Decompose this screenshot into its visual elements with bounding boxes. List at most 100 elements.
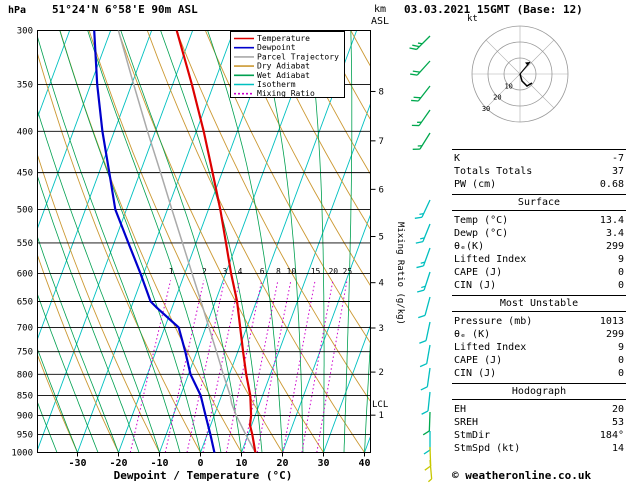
stats-table: K -7 Totals Totals 37 PW (cm) 0.68 Surface Temp… [452, 147, 626, 455]
stat-label: K [454, 153, 461, 164]
pressure-tick-label: 600 [17, 269, 33, 279]
dewpoint-curve [93, 30, 216, 453]
stat-value: 37 [611, 166, 624, 177]
dry-adiabat-line [234, 30, 371, 287]
hodograph-spoke [485, 73, 521, 109]
isotherm-line [282, 213, 371, 453]
copyright: © weatheronline.co.uk [452, 469, 592, 482]
wind-barb-feather [418, 314, 426, 319]
wind-barb-feather [411, 124, 420, 127]
table-row: CAPE (J) 0 [452, 266, 626, 279]
hodograph-unit-label: kt [467, 14, 478, 24]
pressure-tick-label: 650 [17, 298, 33, 308]
wind-barb [427, 459, 433, 483]
wet-adiabat-line [364, 332, 371, 453]
legend-label: Parcel Trajectory [257, 52, 339, 61]
stat-value: 299 [605, 329, 624, 340]
divider [452, 149, 626, 150]
wind-barb-staff [422, 223, 431, 242]
wet-adiabat-line [37, 35, 181, 453]
sounding-curves [93, 30, 257, 453]
wind-barb [419, 321, 431, 344]
datetime-title: 03.03.2021 15GMT (Base: 12) [404, 3, 583, 16]
mixing-ratio-axis-label: Mixing Ratio (g/kg) [395, 222, 405, 325]
table-row: Temp (°C) 13.4 [452, 214, 626, 227]
wind-barb-column [409, 35, 433, 483]
pressure-tick-label: 750 [17, 348, 33, 358]
km-tick-label: 1 [379, 411, 384, 421]
section-header: Hodograph [452, 383, 626, 400]
stat-label: SREH [454, 417, 479, 428]
pressure-tick-label: 950 [17, 431, 33, 441]
stat-value: -7 [611, 153, 624, 164]
table-row: Lifted Index 9 [452, 341, 626, 354]
wind-barb [414, 199, 431, 219]
stat-value: 13.4 [599, 215, 624, 226]
wind-barb [419, 344, 431, 368]
mixing-ratio-value: 20 [328, 267, 338, 276]
stat-value: 299 [605, 241, 624, 252]
wind-barb [411, 109, 431, 127]
stat-value: 53 [611, 417, 624, 428]
mixing-ratio-value: 2 [202, 267, 207, 276]
isotherm-line [37, 30, 153, 341]
lcl-label: LCL [372, 400, 388, 410]
isotherm-line [37, 30, 112, 230]
stat-value: 0.68 [599, 179, 624, 190]
wind-barb-feather [422, 430, 430, 436]
isotherm-line [37, 30, 71, 119]
temp-tick-label: -30 [68, 458, 86, 469]
km-axis-label: km [374, 4, 386, 15]
wind-barb-feather [419, 363, 427, 368]
wet-adiabat-line [37, 401, 58, 453]
wind-barb-half-feather [417, 42, 423, 45]
wind-barb-staff [428, 411, 431, 432]
mixing-ratio-value: 10 [287, 267, 297, 276]
wind-barb [409, 35, 431, 51]
wind-barb-staff [424, 296, 431, 316]
isotherm-line [37, 30, 194, 452]
temp-tick-label: 0 [197, 458, 203, 469]
pressure-unit-label: hPa [8, 5, 26, 16]
stat-label: CIN (J) [454, 368, 497, 379]
pressure-tick-label: 350 [17, 81, 33, 91]
wind-barb [424, 446, 432, 471]
wind-barb-feather [420, 386, 428, 391]
hodograph-spoke [485, 39, 521, 75]
temperature-curve [175, 30, 257, 453]
wind-barb-feather [417, 289, 425, 293]
stat-label: Totals Totals [454, 166, 533, 177]
asl-axis-label: ASL [371, 16, 389, 27]
stat-label: θₑ(K) [454, 241, 485, 252]
stat-label: Temp (°C) [454, 215, 509, 226]
mixing-ratio-line [256, 280, 292, 453]
table-row: Totals Totals 37 [452, 165, 626, 178]
wind-barb-staff [426, 344, 431, 364]
pressure-tick-label: 450 [17, 169, 33, 179]
hodograph-ring [503, 57, 537, 91]
table-row: Pressure (mb) 1013 [452, 315, 626, 328]
pressure-tick-label: 700 [17, 323, 33, 333]
wind-barb-feather [412, 148, 420, 150]
wind-barb-half-feather [419, 212, 424, 216]
wind-barb [420, 367, 431, 391]
hodograph-ring-label: 20 [493, 94, 501, 102]
table-row: Dewp (°C) 3.4 [452, 227, 626, 240]
legend-label: Wet Adiabat [257, 71, 310, 80]
wind-barb [417, 271, 431, 293]
wind-barb [410, 60, 431, 76]
stat-label: Lifted Index [454, 342, 527, 353]
wind-barb-half-feather [417, 145, 423, 147]
mixing-ratio-line [243, 280, 279, 453]
mixing-ratio-value: 15 [311, 267, 321, 276]
wind-barb-feather [413, 96, 421, 99]
wind-barb-staff [417, 85, 431, 102]
wind-barb [418, 296, 431, 319]
wind-barb-feather [419, 339, 427, 344]
table-row: CAPE (J) 0 [452, 354, 626, 367]
dry-adiabat-line [263, 30, 371, 231]
wind-barb-staff [427, 391, 431, 411]
